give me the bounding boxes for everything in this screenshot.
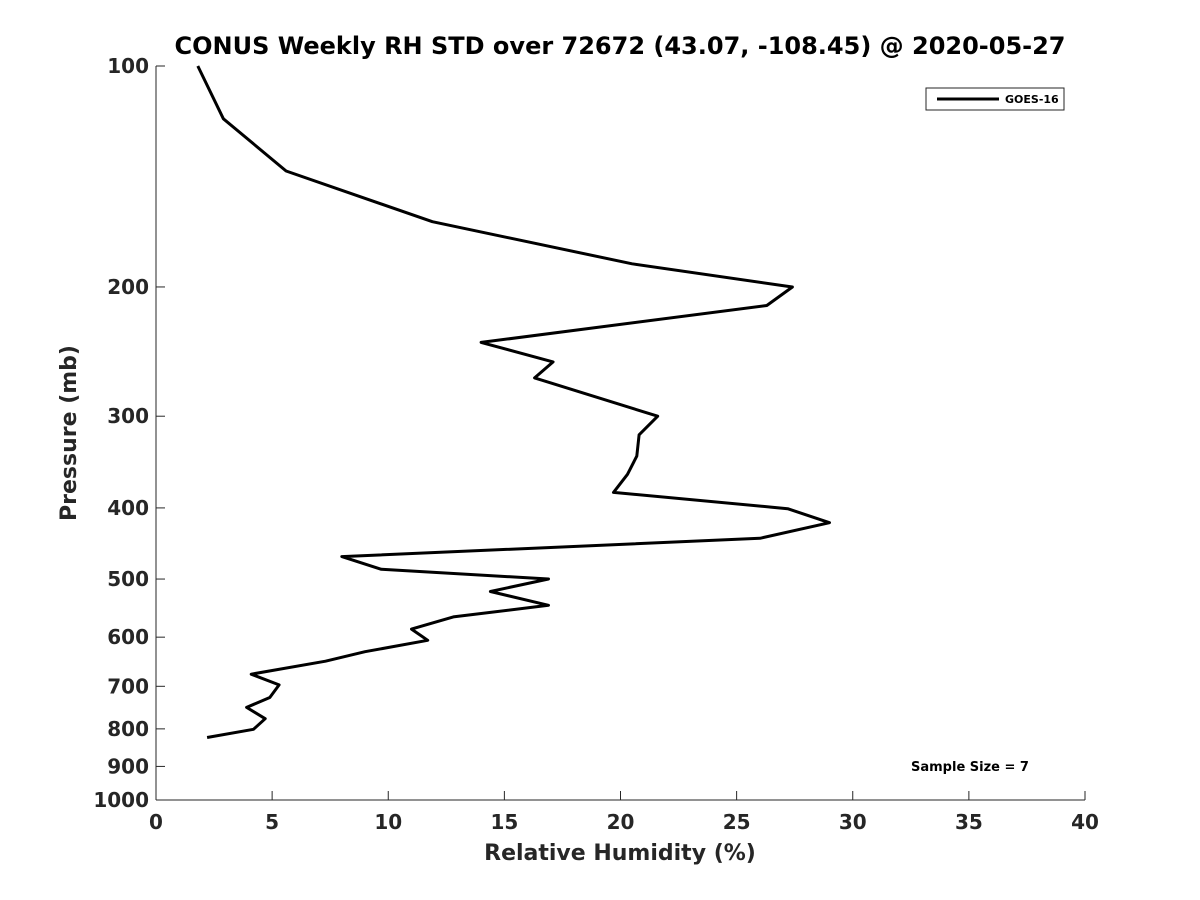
x-tick-label: 40 [1071, 810, 1099, 834]
y-tick-label: 600 [107, 625, 149, 649]
y-tick-label: 500 [107, 567, 149, 591]
series-line-goes-16 [196, 65, 831, 739]
y-ticks: 100 200 300 400 500 600 700 800 900 1000 [93, 54, 165, 812]
x-axis-label: Relative Humidity (%) [484, 841, 756, 866]
legend-label-goes-16: GOES-16 [1005, 93, 1059, 106]
y-tick-label: 400 [107, 496, 149, 520]
sample-size-annotation: Sample Size = 7 [911, 760, 1029, 775]
y-tick-label: 300 [107, 404, 149, 428]
x-tick-label: 25 [723, 810, 751, 834]
series-group [196, 65, 831, 739]
x-tick-label: 35 [955, 810, 983, 834]
x-tick-label: 20 [607, 810, 635, 834]
y-tick-label: 200 [107, 275, 149, 299]
chart-title: CONUS Weekly RH STD over 72672 (43.07, -… [174, 32, 1065, 60]
x-tick-label: 10 [374, 810, 402, 834]
legend: GOES-16 [925, 87, 1065, 111]
y-tick-label: 700 [107, 674, 149, 698]
x-tick-label: 30 [839, 810, 867, 834]
y-tick-label: 900 [107, 754, 149, 778]
x-tick-label: 5 [265, 810, 279, 834]
y-tick-label: 1000 [93, 788, 149, 812]
y-axis-label: Pressure (mb) [57, 345, 82, 521]
x-tick-label: 0 [149, 810, 163, 834]
x-tick-label: 15 [490, 810, 518, 834]
plot-axes [155, 66, 1085, 801]
y-tick-label: 100 [107, 54, 149, 78]
y-tick-label: 800 [107, 717, 149, 741]
x-ticks: 0 5 10 15 20 25 30 35 40 [149, 791, 1099, 834]
